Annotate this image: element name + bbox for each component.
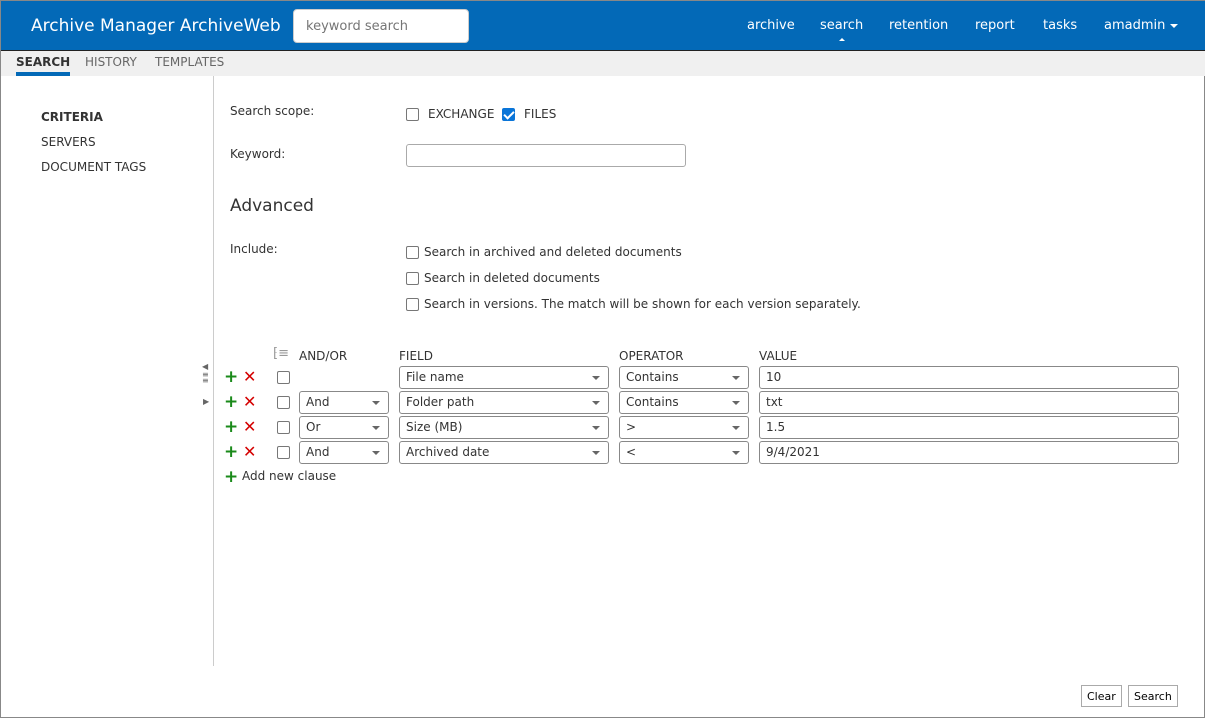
tab-search[interactable]: SEARCH — [16, 55, 71, 76]
advanced-heading: Advanced — [230, 196, 314, 216]
keyword-field[interactable] — [406, 144, 686, 167]
keyword-search-input[interactable] — [293, 9, 469, 43]
field-header: FIELD — [399, 349, 433, 363]
operator-header: OPERATOR — [619, 349, 684, 363]
nav-retention[interactable]: retention — [889, 18, 949, 33]
exchange-label: EXCHANGE — [428, 107, 495, 121]
field-select[interactable]: Archived date — [399, 441, 609, 464]
include-deleted-checkbox[interactable] — [406, 272, 419, 285]
andor-header: AND/OR — [299, 349, 348, 363]
nav-archive[interactable]: archive — [747, 18, 795, 33]
andor-select[interactable]: Or — [299, 416, 389, 439]
andor-select[interactable]: And — [299, 391, 389, 414]
top-navbar: Archive Manager ArchiveWeb archive searc… — [1, 1, 1205, 51]
add-clause-row-icon[interactable]: + — [224, 392, 239, 412]
field-select[interactable]: Size (MB) — [399, 416, 609, 439]
value-header: VALUE — [759, 349, 798, 363]
app-title: Archive Manager ArchiveWeb — [31, 16, 281, 36]
operator-select[interactable]: < — [619, 441, 749, 464]
add-new-clause-link[interactable]: Add new clause — [242, 469, 337, 483]
sidebar-divider — [213, 76, 214, 666]
clause-select-checkbox[interactable] — [277, 396, 290, 409]
nav-tasks[interactable]: tasks — [1043, 18, 1078, 33]
value-input[interactable]: 9/4/2021 — [759, 441, 1179, 464]
remove-clause-icon[interactable]: ✕ — [243, 367, 257, 386]
files-checkbox[interactable] — [502, 108, 515, 121]
caret-up-icon — [838, 38, 845, 41]
remove-clause-icon[interactable]: ✕ — [243, 417, 257, 436]
nav-report[interactable]: report — [975, 18, 1015, 33]
value-input[interactable]: 1.5 — [759, 416, 1179, 439]
remove-clause-icon[interactable]: ✕ — [243, 392, 257, 411]
tab-templates[interactable]: TEMPLATES — [155, 55, 225, 69]
nav-search-label: search — [820, 18, 864, 33]
clause-select-checkbox[interactable] — [277, 446, 290, 459]
add-clause-row-icon[interactable]: + — [224, 367, 239, 387]
include-versions-label: Search in versions. The match will be sh… — [424, 297, 861, 311]
value-input[interactable]: txt — [759, 391, 1179, 414]
clause-select-checkbox[interactable] — [277, 421, 290, 434]
include-deleted-label: Search in deleted documents — [424, 271, 600, 285]
sidebar-item-document-tags[interactable]: DOCUMENT TAGS — [41, 160, 147, 174]
remove-clause-icon[interactable]: ✕ — [243, 442, 257, 461]
field-select[interactable]: Folder path — [399, 391, 609, 414]
include-versions-checkbox[interactable] — [406, 298, 419, 311]
user-name: amadmin — [1104, 18, 1166, 33]
add-clause-row-icon[interactable]: + — [224, 417, 239, 437]
group-clauses-icon[interactable]: ⁅≡ — [273, 346, 289, 361]
expand-right-icon[interactable]: ▶ — [203, 397, 210, 406]
exchange-checkbox[interactable] — [406, 108, 419, 121]
resize-handle-icon[interactable]: ≡ ≡ — [202, 370, 209, 385]
add-clause-icon[interactable]: + — [224, 467, 239, 487]
value-input[interactable]: 10 — [759, 366, 1179, 389]
clause-select-checkbox[interactable] — [277, 371, 290, 384]
field-select[interactable]: File name — [399, 366, 609, 389]
andor-select[interactable]: And — [299, 441, 389, 464]
operator-select[interactable]: Contains — [619, 391, 749, 414]
clear-button[interactable]: Clear — [1081, 685, 1122, 707]
user-menu[interactable]: amadmin — [1104, 18, 1178, 33]
keyword-label: Keyword: — [230, 147, 286, 161]
chevron-down-icon — [1169, 23, 1178, 28]
add-clause-row-icon[interactable]: + — [224, 442, 239, 462]
nav-search[interactable]: search — [820, 18, 864, 41]
include-archived-deleted-checkbox[interactable] — [406, 246, 419, 259]
sidebar-item-servers[interactable]: SERVERS — [41, 135, 96, 149]
tab-history[interactable]: HISTORY — [85, 55, 137, 69]
search-button[interactable]: Search — [1128, 685, 1178, 707]
sub-tabs: SEARCH HISTORY TEMPLATES — [1, 51, 1205, 76]
include-archived-deleted-label: Search in archived and deleted documents — [424, 245, 682, 259]
collapse-left-icon[interactable]: ◀ — [202, 362, 209, 371]
operator-select[interactable]: > — [619, 416, 749, 439]
sidebar-item-criteria[interactable]: CRITERIA — [41, 110, 103, 124]
files-label: FILES — [524, 107, 557, 121]
search-scope-label: Search scope: — [230, 104, 315, 118]
operator-select[interactable]: Contains — [619, 366, 749, 389]
include-label: Include: — [230, 242, 278, 256]
